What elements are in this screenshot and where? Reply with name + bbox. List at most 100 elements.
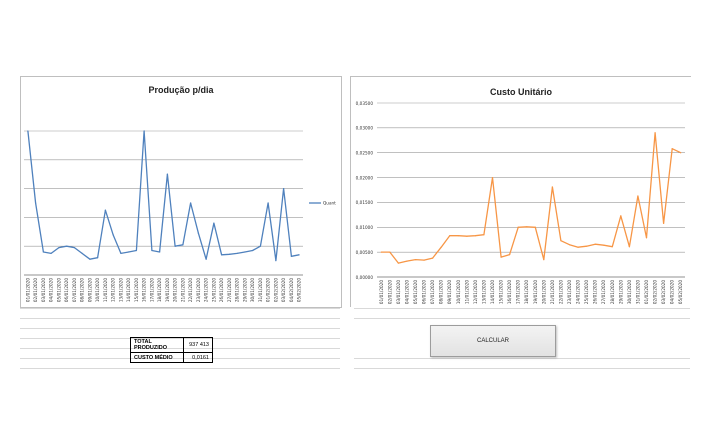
- data-point: [397, 262, 399, 264]
- x-tick-label: 30/01/2020: [250, 278, 255, 302]
- x-tick-label: 26/01/2020: [219, 278, 224, 302]
- x-tick-label: 24/01/2020: [204, 278, 209, 302]
- x-tick-label: 16/01/2020: [507, 280, 512, 304]
- data-point: [283, 188, 285, 190]
- data-point: [66, 245, 68, 247]
- y-tick-label: 0,01000: [356, 225, 374, 230]
- x-tick-label: 04/01/2020: [404, 280, 409, 304]
- production-chart[interactable]: Produção p/dia 01/01/2020 02/01/2020 03/01…: [20, 76, 342, 308]
- x-tick-label: 03/02/2020: [661, 280, 666, 304]
- data-point: [560, 240, 562, 242]
- data-point: [244, 251, 246, 253]
- data-point: [166, 173, 168, 175]
- x-tick-label: 05/02/2020: [678, 280, 683, 304]
- x-tick-label: 05/02/2020: [297, 278, 302, 302]
- x-tick-label: 21/01/2020: [180, 278, 185, 302]
- summary-table: TOTAL PRODUZIDO 937 413 CUSTO MÉDIO 0,01…: [130, 337, 213, 363]
- data-point: [611, 246, 613, 248]
- data-point: [414, 259, 417, 261]
- x-tick-label: 25/01/2020: [584, 280, 589, 304]
- data-point: [457, 235, 459, 237]
- data-point: [543, 259, 545, 261]
- x-tick-label: 10/01/2020: [456, 280, 461, 304]
- data-point: [509, 254, 511, 256]
- data-point: [474, 235, 476, 237]
- x-tick-label: 04/02/2020: [670, 280, 675, 304]
- data-point: [182, 244, 184, 246]
- data-point: [654, 132, 656, 134]
- summary-row-cost: CUSTO MÉDIO 0,0161: [130, 352, 213, 363]
- x-tick-label: 25/01/2020: [211, 278, 216, 302]
- data-point: [89, 258, 91, 260]
- data-point: [680, 152, 682, 154]
- data-point: [73, 247, 75, 249]
- data-point: [236, 252, 238, 254]
- data-point: [252, 249, 254, 252]
- y-tick-label: 0,03000: [356, 126, 374, 131]
- x-tick-label: 11/01/2020: [103, 278, 108, 302]
- x-tick-label: 10/01/2020: [95, 278, 100, 302]
- x-tick-label: 09/01/2020: [447, 280, 452, 304]
- data-point: [637, 195, 639, 197]
- x-tick-label: 17/01/2020: [516, 280, 521, 304]
- data-point: [577, 246, 579, 248]
- production-chart-title: Produção p/dia: [148, 85, 214, 95]
- x-tick-label: 22/01/2020: [188, 278, 193, 302]
- data-point: [151, 249, 153, 252]
- x-tick-label: 20/01/2020: [541, 280, 546, 304]
- data-point: [143, 130, 145, 132]
- x-tick-label: 30/01/2020: [627, 280, 632, 304]
- data-point: [205, 258, 207, 260]
- data-point: [159, 251, 161, 253]
- data-point: [290, 255, 292, 257]
- x-tick-label: 22/01/2020: [558, 280, 563, 304]
- x-tick-label: 27/01/2020: [601, 280, 606, 304]
- data-point: [190, 202, 192, 204]
- data-point: [197, 232, 199, 234]
- x-tick-label: 08/01/2020: [439, 280, 444, 304]
- x-tick-label: 18/01/2020: [524, 280, 529, 304]
- data-point: [298, 254, 300, 256]
- summary-row-total: TOTAL PRODUZIDO 937 413: [130, 337, 213, 353]
- data-point: [128, 251, 130, 253]
- data-point: [221, 254, 223, 256]
- data-point: [35, 202, 37, 204]
- data-point: [440, 246, 442, 248]
- x-tick-label: 01/02/2020: [266, 278, 271, 302]
- x-tick-label: 07/01/2020: [430, 280, 435, 304]
- average-cost-label[interactable]: CUSTO MÉDIO: [130, 352, 184, 363]
- average-cost-value[interactable]: 0,0161: [183, 352, 213, 363]
- x-tick-label: 28/01/2020: [610, 280, 615, 304]
- x-tick-label: 26/01/2020: [593, 280, 598, 304]
- x-tick-label: 13/01/2020: [481, 280, 486, 304]
- x-tick-label: 14/01/2020: [126, 278, 131, 302]
- data-point: [174, 245, 176, 247]
- x-tick-label: 29/01/2020: [242, 278, 247, 302]
- data-point: [500, 256, 502, 258]
- x-tick-label: 27/01/2020: [227, 278, 232, 302]
- data-point: [380, 251, 382, 253]
- calculate-button[interactable]: CALCULAR: [430, 325, 556, 357]
- x-tick-label: 06/01/2020: [64, 278, 69, 302]
- legend-label: Quant: [323, 201, 336, 206]
- total-produced-value[interactable]: 937 413: [183, 337, 213, 353]
- data-point: [645, 237, 648, 239]
- x-tick-label: 16/01/2020: [142, 278, 147, 302]
- data-point: [466, 235, 468, 237]
- total-produced-label[interactable]: TOTAL PRODUZIDO: [130, 337, 184, 353]
- x-tick-label: 24/01/2020: [576, 280, 581, 304]
- x-tick-label: 15/01/2020: [499, 280, 504, 304]
- data-point: [27, 130, 29, 132]
- x-tick-label: 05/01/2020: [56, 278, 61, 302]
- data-point: [568, 244, 571, 246]
- data-point: [449, 235, 451, 237]
- series-line: [381, 132, 681, 264]
- unit-cost-chart[interactable]: Custo Unitário 0,00000 0,00500 0,01000 0,01…: [350, 76, 691, 307]
- data-point: [50, 252, 52, 254]
- data-point: [671, 148, 673, 150]
- data-point: [628, 246, 630, 248]
- y-tick-label: 0,03500: [356, 101, 374, 106]
- data-point: [483, 234, 485, 236]
- x-tick-label: 07/01/2020: [72, 278, 77, 302]
- data-point: [81, 252, 83, 254]
